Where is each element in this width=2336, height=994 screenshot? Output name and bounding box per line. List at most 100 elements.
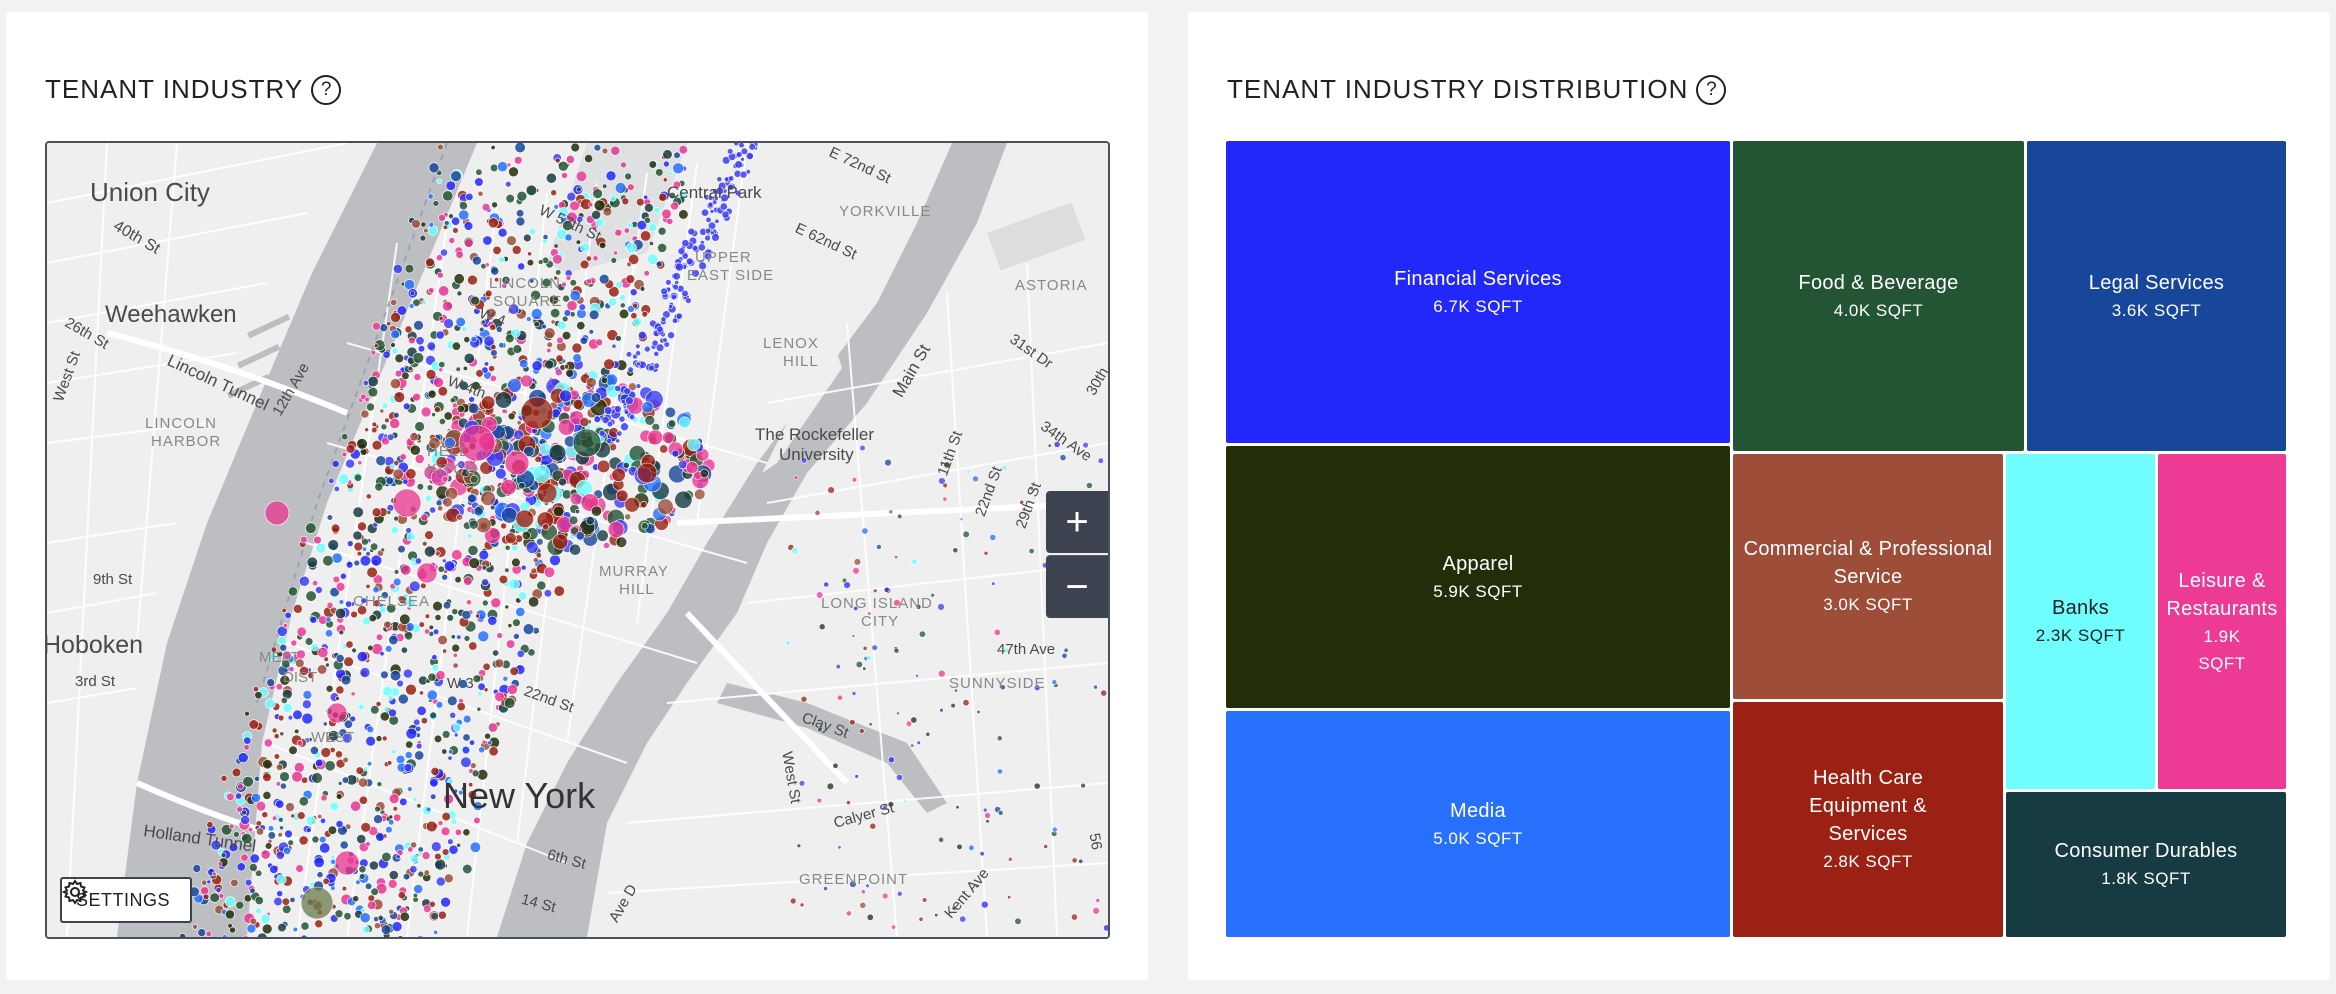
tenant-marker[interactable]	[462, 828, 471, 837]
tenant-marker[interactable]	[555, 269, 562, 276]
tenant-marker[interactable]	[456, 404, 465, 413]
tenant-marker[interactable]	[311, 772, 323, 784]
tenant-marker[interactable]	[670, 201, 679, 211]
tenant-marker[interactable]	[278, 816, 284, 823]
tenant-marker[interactable]	[861, 527, 869, 535]
tenant-marker[interactable]	[635, 343, 641, 350]
tenant-marker[interactable]	[309, 615, 318, 624]
tenant-marker[interactable]	[897, 513, 903, 520]
tenant-marker[interactable]	[624, 513, 632, 521]
tenant-marker[interactable]	[536, 580, 547, 591]
tenant-marker[interactable]	[553, 585, 565, 597]
tenant-marker[interactable]	[367, 644, 374, 652]
tenant-marker[interactable]	[469, 841, 482, 853]
tenant-marker[interactable]	[435, 254, 443, 262]
tenant-marker[interactable]	[602, 541, 610, 549]
tenant-marker[interactable]	[431, 654, 438, 661]
tenant-marker[interactable]	[438, 361, 446, 369]
tenant-marker[interactable]	[395, 854, 401, 860]
tenant-marker[interactable]	[887, 801, 895, 808]
tenant-marker[interactable]	[716, 176, 723, 183]
tenant-marker[interactable]	[727, 183, 735, 191]
tenant-marker[interactable]	[381, 851, 392, 862]
tenant-marker[interactable]	[445, 180, 456, 191]
tenant-marker[interactable]	[451, 341, 461, 351]
tenant-marker[interactable]	[565, 275, 572, 281]
tenant-marker[interactable]	[370, 350, 377, 356]
tenant-marker[interactable]	[657, 226, 667, 236]
tenant-marker[interactable]	[294, 728, 300, 735]
tenant-marker[interactable]	[516, 649, 525, 658]
tenant-marker[interactable]	[338, 473, 350, 485]
tenant-marker[interactable]	[667, 419, 677, 428]
tenant-marker[interactable]	[644, 203, 654, 213]
tenant-marker[interactable]	[279, 771, 290, 782]
tenant-marker[interactable]	[273, 896, 283, 907]
tenant-marker[interactable]	[406, 532, 416, 542]
tenant-marker[interactable]	[905, 720, 913, 727]
tenant-marker[interactable]	[479, 326, 485, 333]
tenant-marker[interactable]	[315, 758, 324, 768]
tenant-marker[interactable]	[823, 581, 830, 588]
tenant-marker[interactable]	[365, 551, 371, 557]
tenant-marker[interactable]	[491, 201, 498, 209]
tenant-marker[interactable]	[826, 782, 835, 790]
tenant-marker[interactable]	[390, 299, 398, 307]
tenant-marker[interactable]	[1059, 454, 1067, 461]
tenant-marker[interactable]	[1051, 679, 1058, 685]
tenant-marker[interactable]	[463, 576, 473, 586]
tenant-marker[interactable]	[511, 245, 522, 255]
tenant-marker[interactable]	[508, 303, 520, 315]
tenant-marker[interactable]	[396, 305, 408, 316]
tenant-marker[interactable]	[888, 756, 895, 764]
tenant-marker[interactable]	[569, 290, 581, 302]
tenant-marker[interactable]	[434, 406, 441, 413]
tenant-marker[interactable]	[606, 329, 619, 341]
tenant-marker[interactable]	[601, 147, 609, 155]
tenant-marker[interactable]	[317, 646, 329, 658]
tenant-marker[interactable]	[279, 782, 287, 790]
tenant-marker[interactable]	[282, 650, 292, 661]
tenant-marker[interactable]	[350, 800, 362, 812]
tenant-marker[interactable]	[217, 861, 223, 867]
tenant-marker[interactable]	[407, 365, 413, 372]
tenant-marker[interactable]	[434, 614, 442, 621]
tenant-marker[interactable]	[481, 202, 491, 212]
tenant-marker[interactable]	[588, 309, 600, 321]
tenant-marker[interactable]	[365, 841, 371, 847]
tenant-marker[interactable]	[399, 453, 407, 461]
tenant-marker[interactable]	[466, 599, 472, 606]
tenant-marker[interactable]	[246, 923, 257, 934]
tenant-marker[interactable]	[361, 546, 367, 552]
tenant-marker[interactable]	[430, 911, 439, 921]
tenant-marker[interactable]	[671, 449, 680, 458]
tenant-marker[interactable]	[623, 387, 632, 395]
tenant-marker[interactable]	[413, 884, 424, 894]
tenant-marker[interactable]	[504, 604, 510, 610]
tenant-marker[interactable]	[323, 656, 329, 662]
tenant-marker[interactable]	[241, 809, 247, 816]
tenant-marker[interactable]	[497, 256, 506, 264]
tenant-marker[interactable]	[448, 213, 454, 219]
tenant-marker[interactable]	[472, 255, 482, 266]
tenant-marker[interactable]	[381, 402, 389, 410]
tenant-marker[interactable]	[372, 321, 381, 331]
tenant-marker[interactable]	[452, 723, 462, 732]
tenant-marker[interactable]	[415, 935, 426, 937]
tenant-marker[interactable]	[380, 547, 386, 553]
tenant-marker[interactable]	[740, 147, 749, 156]
tenant-marker[interactable]	[389, 378, 401, 390]
tenant-marker[interactable]	[554, 157, 561, 164]
tenant-marker[interactable]	[489, 323, 497, 331]
tenant-marker[interactable]	[709, 209, 715, 214]
tenant-marker[interactable]	[468, 402, 480, 415]
tenant-marker[interactable]	[281, 897, 290, 906]
tenant-marker[interactable]	[866, 655, 872, 661]
tenant-marker[interactable]	[356, 438, 368, 450]
tenant-marker[interactable]	[458, 201, 468, 211]
tenant-marker[interactable]	[579, 417, 590, 427]
tenant-marker[interactable]	[999, 684, 1006, 691]
tenant-marker[interactable]	[438, 285, 450, 297]
tenant-marker[interactable]	[386, 603, 397, 614]
tenant-marker[interactable]	[835, 663, 841, 670]
